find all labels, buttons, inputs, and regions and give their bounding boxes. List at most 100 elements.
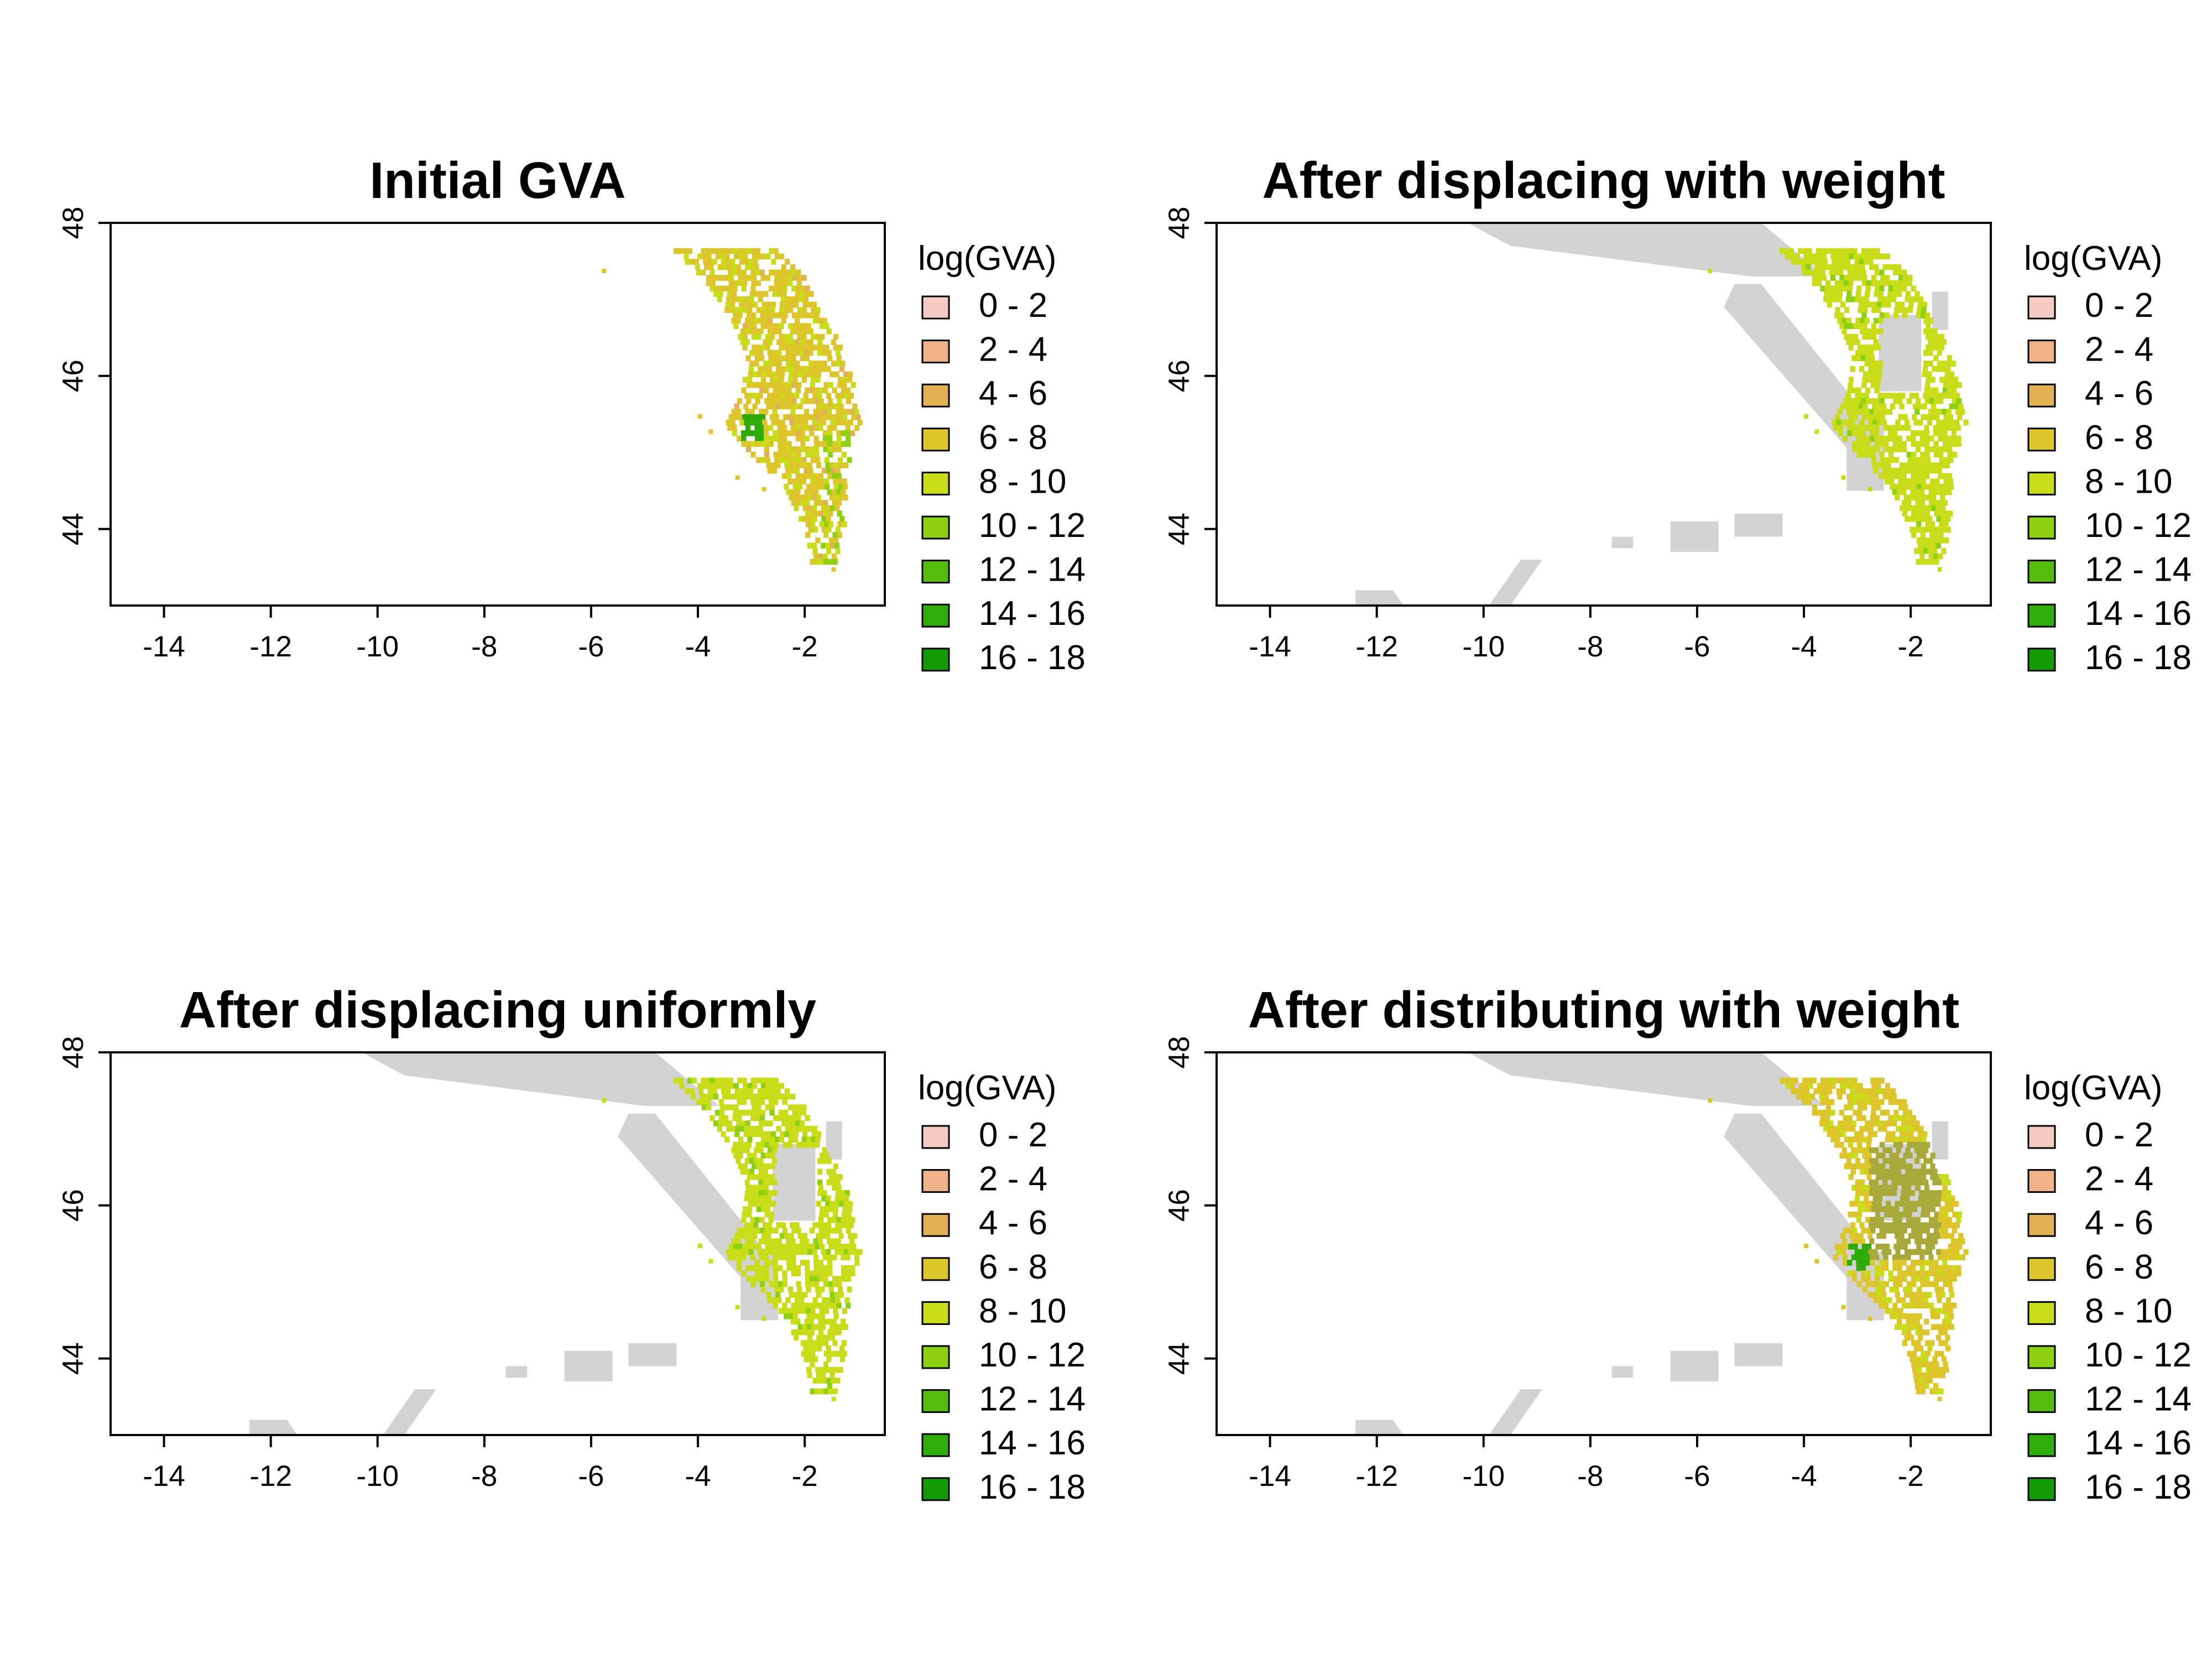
gva-cell xyxy=(789,301,794,308)
gva-cell xyxy=(1859,1222,1865,1228)
gva-cell xyxy=(821,1249,827,1255)
x-tick-label: -8 xyxy=(1577,630,1603,663)
gva-cell xyxy=(760,1174,766,1180)
gva-cell xyxy=(814,1276,820,1282)
gva-cell xyxy=(1937,361,1943,367)
gva-cell xyxy=(765,253,771,260)
gva-cell xyxy=(834,1249,840,1255)
gva-cell xyxy=(727,1120,732,1126)
plot-frame xyxy=(1215,222,1992,607)
gva-cell xyxy=(1795,1088,1801,1094)
gva-cell xyxy=(760,457,766,463)
gva-cell xyxy=(740,1093,746,1100)
gva-cell xyxy=(1880,1206,1886,1212)
gva-cell xyxy=(1921,1152,1927,1159)
gva-cell xyxy=(837,1244,843,1250)
gva-cell xyxy=(1846,1157,1851,1164)
gva-cell xyxy=(1868,1222,1874,1228)
gva-cell xyxy=(792,1244,797,1250)
gva-cell xyxy=(1856,1254,1861,1261)
gva-cell xyxy=(749,1125,754,1132)
gva-cell xyxy=(810,457,816,463)
gva-cell xyxy=(786,387,792,394)
gva-cell xyxy=(784,259,790,265)
legend-label: 14 - 16 xyxy=(979,1424,1086,1462)
gva-cell xyxy=(800,291,805,297)
gva-cell xyxy=(1932,328,1938,335)
gva-cell xyxy=(747,414,752,420)
gva-cell xyxy=(1898,414,1903,420)
gva-cell xyxy=(797,457,802,463)
gva-cell xyxy=(1872,366,1878,372)
gva-cell xyxy=(1938,451,1944,458)
excluded-zone xyxy=(1932,1121,1948,1160)
gva-cell xyxy=(828,521,834,528)
gva-cell xyxy=(724,275,730,281)
gva-cell xyxy=(1834,1244,1840,1250)
gva-cell xyxy=(832,1340,838,1347)
gva-cell xyxy=(1821,275,1827,281)
gva-cell xyxy=(1913,1324,1918,1331)
gva-cell xyxy=(798,1292,804,1298)
gva-cell xyxy=(833,1244,838,1250)
gva-cell xyxy=(744,1249,749,1255)
gva-cell xyxy=(1833,264,1838,270)
gva-cell xyxy=(771,1297,777,1303)
gva-cell xyxy=(795,489,801,495)
gva-cell xyxy=(1940,1233,1945,1239)
gva-cell xyxy=(1937,489,1943,495)
gva-cell xyxy=(1838,248,1844,254)
gva-cell xyxy=(1875,446,1880,452)
gva-cell xyxy=(738,280,743,286)
gva-cell xyxy=(1931,542,1937,549)
gva-cell xyxy=(1887,1120,1893,1126)
gva-cell xyxy=(1863,371,1869,378)
gva-cell xyxy=(1876,1233,1882,1239)
gva-cell xyxy=(1930,1366,1936,1373)
gva-cell xyxy=(1948,1286,1954,1293)
gva-cell xyxy=(1948,377,1954,383)
gva-cell xyxy=(1884,1211,1890,1218)
gva-cell xyxy=(1924,441,1930,447)
gva-cell xyxy=(1939,377,1945,383)
gva-cell xyxy=(1896,1157,1902,1164)
gva-cell xyxy=(1925,1350,1931,1357)
gva-cell xyxy=(822,317,827,324)
gva-cell xyxy=(841,1340,847,1347)
gva-cell xyxy=(1896,291,1902,297)
gva-cell xyxy=(744,1157,750,1164)
gva-cell xyxy=(755,1115,760,1121)
gva-cell xyxy=(798,419,804,426)
gva-cell xyxy=(1809,259,1814,265)
gva-cell xyxy=(1911,1276,1916,1282)
gva-cell xyxy=(794,393,800,399)
gva-cell xyxy=(737,435,742,442)
gva-cell xyxy=(804,467,809,474)
gva-cell xyxy=(797,403,803,410)
gva-cell xyxy=(780,301,785,308)
gva-cell xyxy=(1853,1152,1859,1159)
gva-cell xyxy=(1904,1249,1910,1255)
gva-cell xyxy=(765,457,770,463)
gva-cell xyxy=(822,409,827,415)
gva-cell xyxy=(1904,1131,1910,1138)
gva-cell xyxy=(1829,285,1835,292)
gva-cell xyxy=(1954,1201,1959,1207)
gva-cell xyxy=(768,441,774,447)
gva-cell xyxy=(783,280,789,286)
gva-cell xyxy=(1906,451,1912,458)
gva-cell xyxy=(791,1302,796,1309)
gva-cell xyxy=(1893,1211,1898,1218)
gva-cell xyxy=(785,1297,791,1303)
gva-cell xyxy=(1842,1120,1848,1126)
gva-cell xyxy=(1889,478,1895,484)
gva-cell xyxy=(1936,1201,1941,1207)
gva-cell xyxy=(1861,441,1866,447)
gva-cell xyxy=(1861,1099,1866,1105)
gva-cell xyxy=(1816,280,1822,286)
gva-cell xyxy=(752,1104,757,1110)
gva-cell xyxy=(1948,382,1953,388)
gva-cell xyxy=(813,1260,819,1266)
gva-cell xyxy=(1927,1222,1933,1228)
gva-cell xyxy=(729,1083,734,1089)
